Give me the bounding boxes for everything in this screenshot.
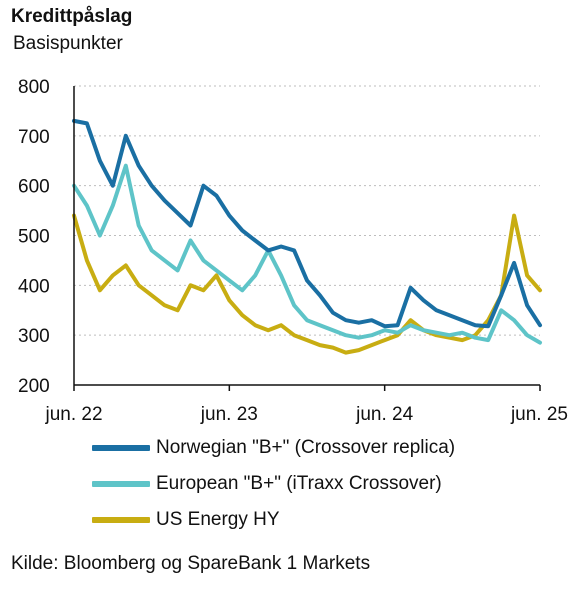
y-axis-unit-label: Basispunkter [13, 33, 123, 54]
gridlines [74, 85, 540, 336]
source-note: Kilde: Bloomberg og SpareBank 1 Markets [11, 553, 371, 574]
legend-item-us-energy: US Energy HY [92, 502, 455, 538]
x-axis-ticks: jun. 22 jun. 23 jun. 24 jun. 25 [44, 385, 568, 425]
x-tick-label: jun. 22 [44, 404, 102, 425]
x-tick-label: jun. 23 [200, 404, 258, 425]
y-tick-label: 200 [18, 376, 50, 397]
y-axis-ticks: 200 300 400 500 600 700 800 [18, 77, 50, 397]
y-tick-label: 500 [18, 227, 50, 248]
y-tick-label: 800 [18, 77, 50, 98]
series-line-norwegian [72, 118, 542, 329]
legend-label-norwegian: Norwegian "B+" (Crossover replica) [156, 437, 456, 458]
legend-swatch-norwegian [92, 445, 150, 451]
series-line-us-energy [72, 213, 542, 355]
series-line-european [72, 163, 542, 345]
y-tick-label: 700 [18, 127, 50, 148]
legend-item-european: European "B+" (iTraxx Crossover) [92, 466, 455, 502]
x-tick-label: jun. 24 [355, 404, 413, 425]
y-tick-label: 600 [18, 177, 50, 198]
legend-label-european: European "B+" (iTraxx Crossover) [156, 473, 442, 494]
legend-swatch-us-energy [92, 517, 150, 523]
series-lines [72, 118, 542, 355]
legend: Norwegian "B+" (Crossover replica) Europ… [92, 430, 455, 538]
x-tick-label: jun. 25 [510, 404, 568, 425]
legend-item-norwegian: Norwegian "B+" (Crossover replica) [92, 430, 455, 466]
y-tick-label: 400 [18, 276, 50, 297]
chart-title: Kredittpåslag [11, 6, 133, 27]
legend-label-us-energy: US Energy HY [156, 509, 280, 530]
legend-swatch-european [92, 481, 150, 487]
y-tick-label: 300 [18, 326, 50, 347]
